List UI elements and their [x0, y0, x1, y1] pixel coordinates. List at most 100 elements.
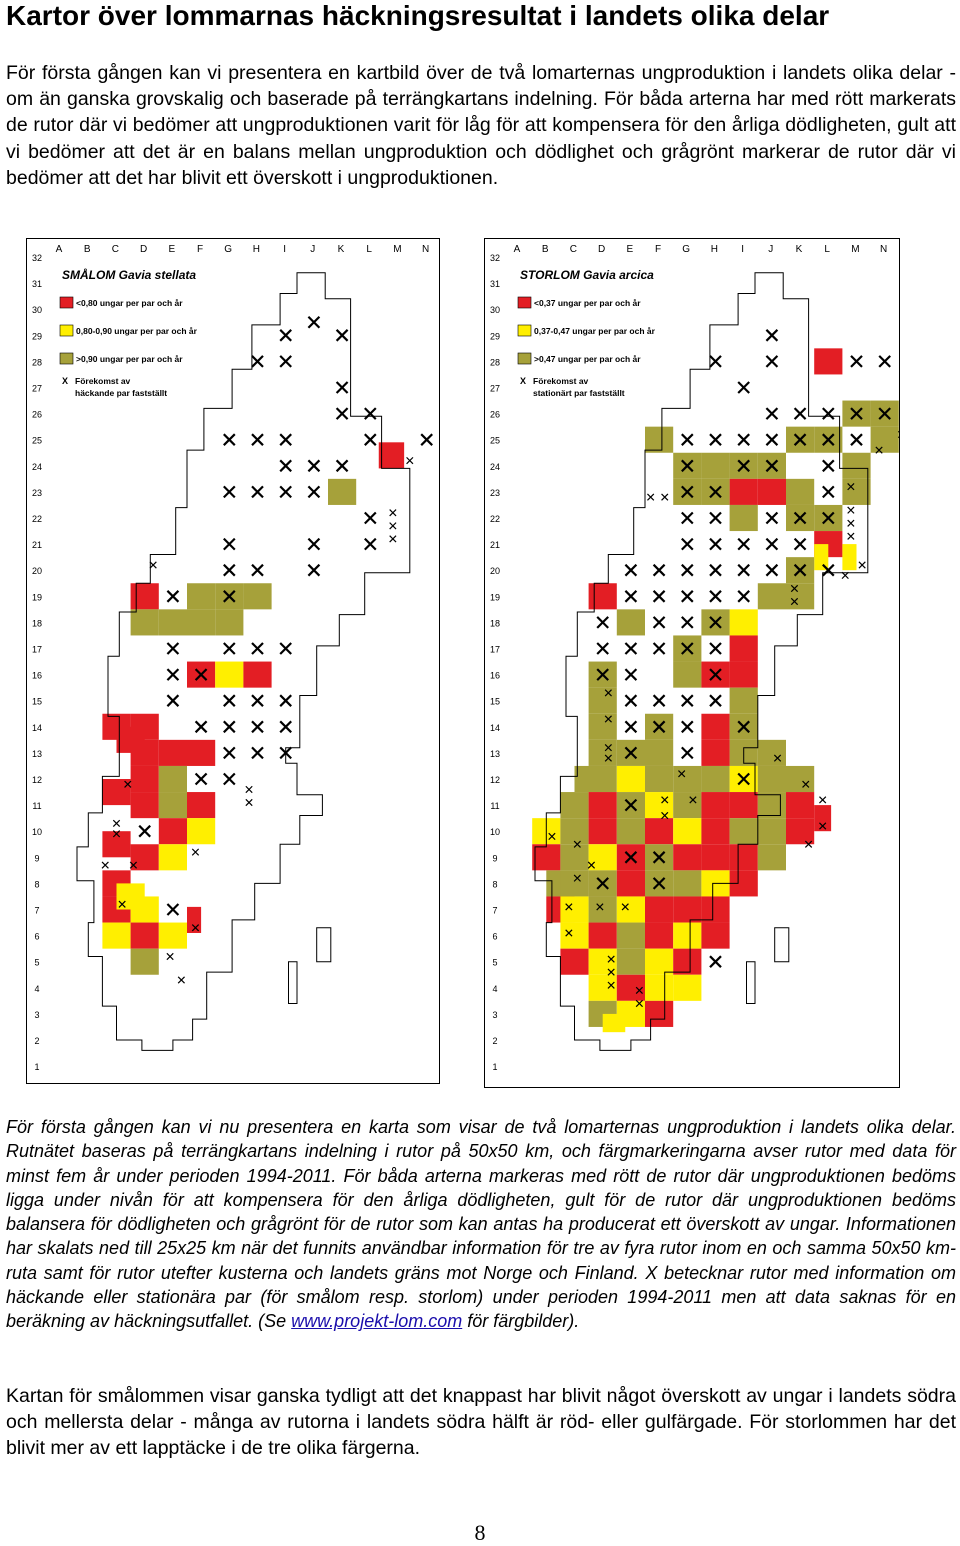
grid-cell-yellow: [616, 765, 645, 793]
occurrence-x-mark: [279, 329, 292, 342]
grid-cell-yellow: [560, 922, 589, 949]
x-stroke: [191, 924, 200, 932]
occurrence-x-mark: [822, 485, 835, 499]
x-stroke: [223, 720, 236, 734]
legend-label: <0,37 ungar per par och år: [534, 298, 641, 308]
x-stroke: [841, 571, 849, 580]
row-label: 21: [32, 540, 42, 550]
grid-cell-red: [532, 844, 561, 871]
grid-cell-red: [158, 818, 187, 845]
grid-cell-olive: [215, 609, 244, 636]
occurrence-x-mark: [765, 329, 779, 342]
x-stroke: [765, 407, 779, 420]
grid-cell-olive: [588, 713, 617, 740]
grid-cell-red: [673, 896, 702, 923]
grid-cell-red: [102, 831, 131, 858]
x-stroke: [223, 433, 236, 446]
occurrence-x-mark: [737, 537, 750, 551]
occurrence-x-mark: [624, 694, 638, 707]
occurrence-x-mark: [166, 952, 174, 961]
x-stroke: [822, 459, 835, 473]
grid-cell-olive: [158, 609, 187, 636]
occurrence-x-mark: [681, 537, 694, 551]
x-stroke: [251, 694, 264, 707]
column-label: I: [283, 244, 286, 255]
x-stroke: [223, 746, 236, 760]
legend-label: <0,80 ungar per par och år: [76, 298, 183, 308]
occurrence-x-mark: [709, 537, 722, 551]
occurrence-x-mark: [652, 642, 666, 655]
row-label: 9: [492, 853, 497, 863]
x-stroke: [652, 642, 666, 655]
x-stroke: [822, 433, 835, 446]
occurrence-x-mark: [279, 642, 292, 655]
occurrence-x-mark: [647, 493, 655, 501]
occurrence-x-mark: [223, 563, 236, 577]
row-label: 5: [34, 958, 39, 968]
row-label: 7: [34, 906, 39, 916]
row-label: 8: [34, 879, 39, 889]
x-stroke: [819, 822, 827, 830]
column-label: C: [570, 244, 577, 255]
occurrence-x-mark: [765, 355, 779, 368]
occurrence-x-mark: [875, 446, 883, 454]
x-stroke: [251, 355, 264, 368]
occurrence-x-mark: [765, 407, 779, 420]
grid-cell-olive: [560, 844, 589, 871]
grid-cell-red: [130, 922, 159, 949]
row-label: 28: [490, 357, 500, 367]
x-stroke: [681, 537, 694, 551]
x-stroke: [596, 616, 609, 629]
occurrence-x-mark: [251, 642, 264, 655]
page-number: 8: [474, 1520, 486, 1545]
x-stroke: [709, 616, 722, 629]
grid-cell-olive: [560, 818, 589, 845]
occurrence-x-mark: [681, 485, 694, 499]
occurrence-x-mark: [279, 459, 292, 473]
x-stroke: [112, 830, 121, 838]
column-label: N: [880, 244, 887, 255]
grid-cell-olive: [842, 452, 871, 479]
x-stroke: [335, 381, 349, 394]
x-stroke: [166, 903, 180, 916]
grid-cell-red: [673, 844, 702, 871]
x-stroke: [765, 563, 779, 577]
column-label: L: [824, 244, 830, 255]
grid-cell-yellow: [729, 609, 758, 636]
occurrence-x-mark: [251, 433, 264, 446]
x-stroke: [573, 874, 581, 882]
occurrence-x-mark: [245, 798, 253, 807]
x-stroke: [793, 537, 807, 551]
x-stroke: [364, 433, 377, 446]
x-stroke: [223, 537, 236, 551]
x-stroke: [587, 861, 596, 869]
occurrence-x-mark: [604, 754, 612, 762]
grid-cell-olive: [130, 609, 159, 636]
column-label: C: [112, 244, 119, 255]
country-outline: [76, 272, 411, 1051]
occurrence-x-mark: [858, 561, 866, 569]
grid-cell-red: [645, 896, 674, 923]
row-label: 12: [32, 775, 42, 785]
x-stroke: [624, 851, 638, 864]
occurrence-x-mark: [765, 459, 779, 473]
row-label: 8: [492, 879, 497, 889]
occurrence-x-mark: [194, 720, 208, 734]
occurrence-x-mark: [878, 407, 891, 420]
grid-cell-olive: [560, 870, 589, 897]
occurrence-x-mark: [596, 903, 604, 911]
x-stroke: [765, 511, 779, 525]
projekt-lom-link[interactable]: www.projekt-lom.com: [291, 1311, 463, 1332]
occurrence-x-mark: [335, 459, 349, 473]
x-stroke: [112, 819, 121, 827]
grid-cell-olive: [645, 739, 674, 766]
occurrence-x-mark: [138, 824, 151, 838]
column-label: B: [84, 244, 91, 255]
x-legend-symbol: X: [62, 376, 68, 386]
occurrence-x-mark: [681, 511, 694, 525]
x-stroke: [681, 590, 694, 603]
x-stroke: [822, 563, 835, 577]
x-stroke: [307, 485, 321, 499]
column-label: G: [224, 244, 232, 255]
occurrence-x-mark: [709, 485, 722, 499]
